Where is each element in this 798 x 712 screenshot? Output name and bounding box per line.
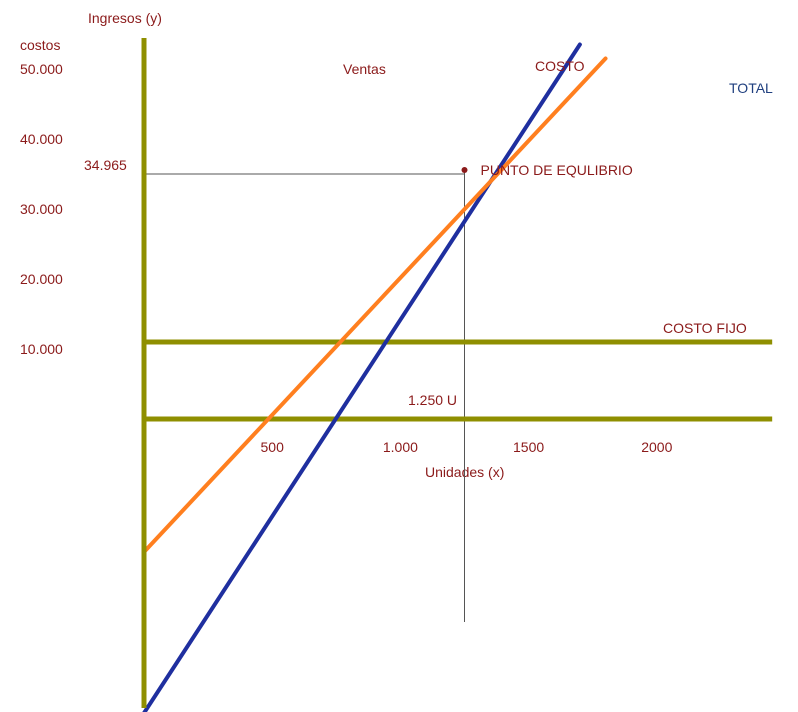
x-tick-label: 500 (261, 439, 285, 455)
equilibrium-guides (144, 168, 465, 622)
series-lines (142, 42, 608, 712)
y-tick-label: 50.000 (20, 61, 63, 77)
annotation-costo: COSTO (535, 58, 585, 74)
equilibrium-x-value-label: 1.250 U (408, 392, 457, 408)
ventas-line (142, 42, 582, 712)
equilibrium-y-value-label: 34.965 (84, 157, 127, 173)
x-tick-label: 2000 (641, 439, 672, 455)
x-tick-label: 1.000 (383, 439, 418, 455)
y-tick-label: 40.000 (20, 131, 63, 147)
x-tick-label: 1500 (513, 439, 544, 455)
y-tick-labels: 10.000 20.000 30.000 40.000 50.000 (20, 61, 63, 357)
fixed-cost-lines (144, 339, 773, 422)
equilibrium-point-marker (461, 167, 468, 173)
equilibrium-point-label: PUNTO DE EQULIBRIO (481, 162, 633, 178)
annotation-total: TOTAL (729, 80, 773, 96)
x-tick-labels: 500 1.000 1500 2000 (261, 439, 673, 455)
costo-total-line (142, 56, 608, 554)
y-tick-label: 30.000 (20, 201, 63, 217)
y-axis-label-ingresos: Ingresos (y) (88, 10, 162, 26)
fixed-cost-label: COSTO FIJO (663, 320, 747, 336)
y-tick-label: 10.000 (20, 341, 63, 357)
annotation-ventas: Ventas (343, 61, 386, 77)
y-axis-label-costos: costos (20, 37, 60, 53)
y-tick-label: 20.000 (20, 271, 63, 287)
